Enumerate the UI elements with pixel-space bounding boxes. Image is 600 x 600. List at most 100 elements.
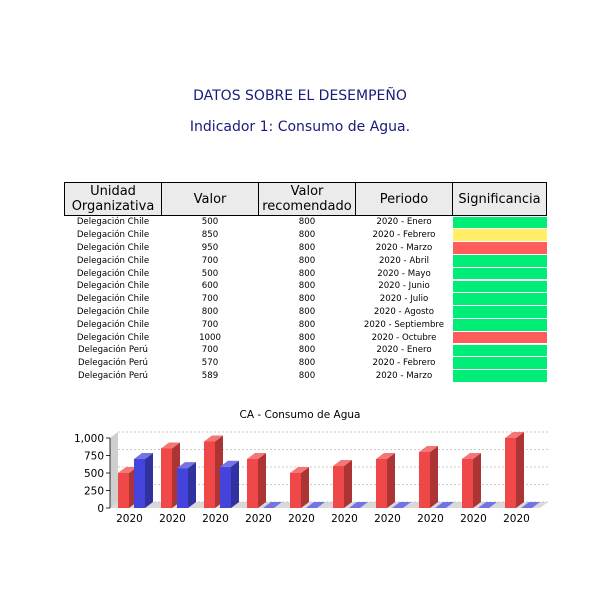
table-row: Delegación Chile 500 800 2020 - Mayo bbox=[65, 267, 547, 280]
cell-unidad: Delegación Chile bbox=[76, 306, 150, 317]
bar-side bbox=[145, 453, 153, 508]
bar bbox=[290, 473, 301, 508]
table-row: Delegación Perú 570 800 2020 - Febrero bbox=[65, 357, 547, 370]
significance-indicator bbox=[452, 357, 547, 369]
cell-significancia bbox=[452, 242, 547, 255]
col-header-recomendado: Valor recomendado bbox=[258, 182, 356, 216]
x-tick-label: 2020 bbox=[202, 513, 229, 525]
bar-top bbox=[419, 446, 438, 452]
table-row: Delegación Chile 600 800 2020 - Junio bbox=[65, 280, 547, 293]
bar-top bbox=[478, 502, 497, 508]
bar-top bbox=[247, 453, 266, 459]
bar bbox=[333, 466, 344, 508]
cell-valor: 800 bbox=[201, 306, 219, 317]
cell-significancia bbox=[452, 280, 547, 293]
bar-top bbox=[306, 502, 325, 508]
cell-unidad: Delegación Perú bbox=[78, 370, 148, 381]
bar bbox=[462, 459, 473, 508]
indicator-subtitle: Indicador 1: Consumo de Agua. bbox=[189, 119, 411, 135]
bar-top bbox=[462, 453, 481, 459]
table-row: Delegación Chile 500 800 2020 - Enero bbox=[65, 216, 547, 229]
cell-periodo: 2020 - Marzo bbox=[375, 242, 433, 253]
cell-recomendado: 800 bbox=[298, 370, 316, 381]
cell-valor: 700 bbox=[201, 319, 219, 330]
cell-recomendado: 800 bbox=[298, 319, 316, 330]
cell-significancia bbox=[452, 344, 547, 357]
bar-top bbox=[349, 502, 368, 508]
cell-recomendado: 800 bbox=[298, 345, 316, 356]
bar-side bbox=[473, 453, 481, 508]
cell-significancia bbox=[452, 216, 547, 229]
bar bbox=[177, 468, 188, 508]
cell-significancia bbox=[452, 318, 547, 331]
bar-chart: 0 250 500 750 1,000 2020 2020 2020 2020 2020 2020 2… bbox=[74, 431, 548, 525]
cell-valor: 850 bbox=[201, 230, 219, 241]
bar-top bbox=[392, 502, 411, 508]
table-body: Delegación Chile 500 800 2020 - Enero Delega… bbox=[65, 216, 547, 383]
cell-valor: 500 bbox=[201, 217, 219, 228]
significance-indicator bbox=[452, 242, 547, 254]
significance-indicator bbox=[452, 280, 547, 293]
table-row: Delegación Chile 700 800 2020 - Abril bbox=[65, 254, 547, 267]
bar-top bbox=[134, 453, 153, 459]
cell-valor: 1000 bbox=[199, 332, 221, 343]
bar-side bbox=[387, 453, 395, 508]
cell-valor: 950 bbox=[201, 242, 219, 253]
cell-unidad: Delegación Chile bbox=[76, 230, 150, 241]
bar-top bbox=[177, 462, 196, 469]
bar bbox=[220, 466, 231, 508]
bar bbox=[161, 448, 172, 508]
x-tick-label: 2020 bbox=[245, 513, 272, 525]
cell-unidad: Delegación Chile bbox=[76, 217, 150, 228]
x-tick-label: 2020 bbox=[116, 513, 143, 525]
cell-unidad: Delegación Chile bbox=[76, 294, 150, 305]
bar-side bbox=[231, 460, 239, 508]
significance-indicator bbox=[452, 319, 547, 331]
bar-top bbox=[204, 435, 223, 442]
cell-periodo: 2020 - Abril bbox=[378, 255, 430, 266]
cell-unidad: Delegación Perú bbox=[78, 358, 148, 369]
cell-significancia bbox=[452, 370, 547, 383]
cell-periodo: 2020 - Enero bbox=[376, 217, 432, 228]
x-tick-label: 2020 bbox=[460, 513, 487, 525]
col-header-unidad: Unidad Organizativa bbox=[64, 182, 162, 216]
bar bbox=[247, 459, 258, 508]
cell-significancia bbox=[452, 331, 547, 344]
significance-indicator bbox=[452, 344, 547, 357]
cell-recomendado: 800 bbox=[298, 294, 316, 305]
bar-top bbox=[290, 467, 309, 473]
x-tick-label: 2020 bbox=[374, 513, 401, 525]
bar bbox=[118, 473, 129, 508]
cell-valor: 500 bbox=[201, 268, 219, 279]
cell-valor: 589 bbox=[201, 370, 219, 381]
y-tick-label: 1,000 bbox=[74, 433, 104, 445]
significance-indicator bbox=[452, 267, 547, 280]
x-tick-label: 2020 bbox=[503, 513, 530, 525]
table-header-row: Unidad Organizativa Valor Valor recomend… bbox=[64, 182, 547, 216]
bar-side bbox=[344, 460, 352, 508]
bar-side bbox=[258, 453, 266, 508]
significance-indicator bbox=[452, 370, 547, 382]
y-tick-label: 0 bbox=[97, 503, 104, 515]
significance-indicator bbox=[452, 216, 547, 229]
col-header-significancia: Significancia bbox=[452, 182, 547, 216]
cell-recomendado: 800 bbox=[298, 255, 316, 266]
cell-significancia bbox=[452, 357, 547, 370]
bar bbox=[419, 452, 430, 508]
cell-periodo: 2020 - Marzo bbox=[375, 370, 433, 381]
bar-top bbox=[435, 502, 454, 508]
cell-unidad: Delegación Chile bbox=[76, 332, 150, 343]
y-tick-label: 250 bbox=[84, 486, 104, 498]
bar bbox=[134, 459, 145, 508]
bar-side bbox=[430, 446, 438, 508]
bar-top bbox=[263, 502, 282, 508]
table-row: Delegación Chile 850 800 2020 - Febrero bbox=[65, 229, 547, 242]
cell-recomendado: 800 bbox=[298, 306, 316, 317]
bar-top bbox=[521, 502, 540, 508]
table-row: Delegación Chile 700 800 2020 - Septiembre bbox=[65, 318, 547, 331]
cell-unidad: Delegación Chile bbox=[76, 268, 150, 279]
x-tick-label: 2020 bbox=[417, 513, 444, 525]
performance-table: Unidad Organizativa Valor Valor recomend… bbox=[64, 182, 547, 382]
bar bbox=[204, 441, 215, 508]
significance-indicator bbox=[452, 229, 547, 241]
